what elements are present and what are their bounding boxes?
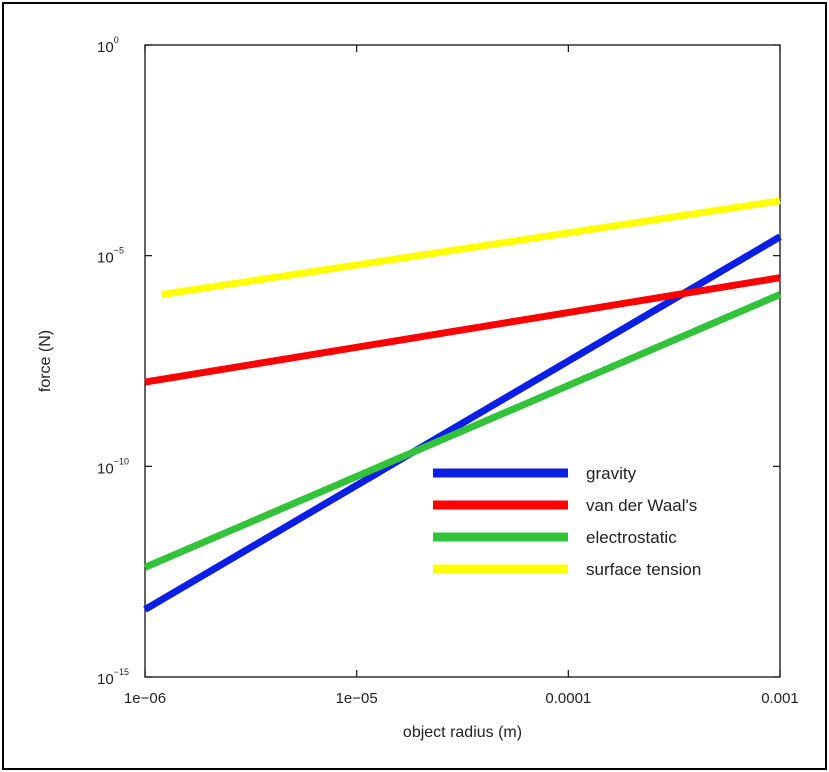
legend-label-gravity: gravity: [586, 464, 637, 483]
y-tick-label: 10−5: [97, 246, 124, 267]
y-tick-label: 10−10: [97, 456, 129, 477]
series-line-electrostatic: [143, 291, 782, 571]
y-axis-label: force (N): [37, 330, 54, 392]
series-line-van-der-waal-s: [144, 274, 781, 386]
y-tick-label: 10−15: [97, 667, 129, 688]
series-line-gravity: [143, 233, 782, 613]
x-axis-label: object radius (m): [403, 724, 522, 741]
x-tick-label: 0.0001: [545, 690, 591, 707]
legend-label-van-der-waal-s: van der Waal's: [586, 496, 697, 515]
series-lines: [143, 197, 782, 613]
plot-area-border: [144, 44, 781, 678]
x-tick-label: 1e−05: [336, 690, 378, 707]
legend: gravity van der Waal's electrostatic surfac…: [433, 464, 701, 579]
legend-label-surface-tension: surface tension: [586, 560, 701, 579]
legend-label-electrostatic: electrostatic: [586, 528, 677, 547]
x-tick-label: 0.001: [761, 690, 799, 707]
series-line-surface-tension: [161, 197, 781, 298]
x-tick-label: 1e−06: [124, 690, 166, 707]
y-tick-label: 100: [97, 35, 119, 56]
axes: 1e−06 1e−05 0.0001 0.001 100 10−5 10−10 10−15: [97, 35, 799, 707]
